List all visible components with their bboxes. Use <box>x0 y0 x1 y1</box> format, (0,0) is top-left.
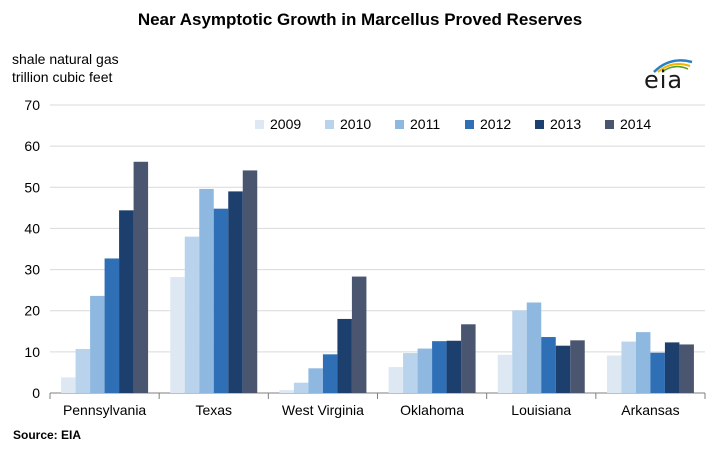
x-tick-label-oklahoma: Oklahoma <box>400 402 464 418</box>
legend-item-2013: 2013 <box>535 116 605 132</box>
bar-louisiana-2011 <box>526 302 542 393</box>
bar-arkansas-2014 <box>679 344 694 393</box>
y-tick-label-50: 50 <box>24 179 40 195</box>
bar-pennsylvania-2011 <box>90 295 105 393</box>
bar-pennsylvania-2013 <box>119 210 134 393</box>
legend-swatch-2012 <box>465 119 474 129</box>
bar-arkansas-2012 <box>650 352 665 393</box>
legend-item-2014: 2014 <box>605 116 675 132</box>
bar-louisiana-2014 <box>570 340 585 393</box>
bar-west-virginia-2009 <box>279 390 294 393</box>
legend-item-2012: 2012 <box>465 116 535 132</box>
bar-oklahoma-2014 <box>461 324 476 393</box>
source-note: Source: EIA <box>13 428 82 442</box>
legend-label-2009: 2009 <box>270 116 302 132</box>
y-tick-label-0: 0 <box>32 385 40 401</box>
y-tick-label-70: 70 <box>24 97 40 113</box>
legend-label-2010: 2010 <box>340 116 372 132</box>
bar-texas-2010 <box>184 236 200 393</box>
bar-louisiana-2009 <box>497 354 513 393</box>
bar-texas-2011 <box>199 188 214 393</box>
bar-pennsylvania-2012 <box>104 258 120 393</box>
y-tick-label-10: 10 <box>24 344 40 360</box>
y-tick-label-30: 30 <box>24 262 40 278</box>
bar-louisiana-2010 <box>512 310 527 393</box>
eia-logo-text: eia <box>644 66 684 94</box>
bar-arkansas-2010 <box>621 341 636 393</box>
legend-item-2010: 2010 <box>325 116 395 132</box>
legend-item-2009: 2009 <box>255 116 325 132</box>
legend-item-2011: 2011 <box>395 116 465 132</box>
bar-oklahoma-2013 <box>446 340 462 393</box>
bar-pennsylvania-2010 <box>75 348 91 393</box>
legend-swatch-2013 <box>535 119 544 129</box>
y-tick-label-60: 60 <box>24 138 40 154</box>
x-tick-label-west-virginia: West Virginia <box>282 402 364 418</box>
eia-logo: eia <box>640 54 696 94</box>
bar-west-virginia-2011 <box>308 368 323 393</box>
bar-west-virginia-2010 <box>293 382 309 393</box>
bar-texas-2014 <box>242 170 258 393</box>
eia-logo-arc-icon <box>653 59 693 73</box>
bar-texas-2012 <box>213 208 229 393</box>
bar-west-virginia-2012 <box>322 354 338 393</box>
bar-pennsylvania-2009 <box>61 377 76 393</box>
bar-louisiana-2012 <box>541 337 556 393</box>
legend-swatch-2011 <box>395 119 404 129</box>
bar-oklahoma-2011 <box>417 348 433 393</box>
bar-pennsylvania-2014 <box>133 161 149 393</box>
bar-oklahoma-2010 <box>403 353 418 393</box>
bar-west-virginia-2013 <box>337 318 352 393</box>
bar-arkansas-2011 <box>635 332 651 393</box>
chart-title: Near Asymptotic Growth in Marcellus Prov… <box>137 10 583 29</box>
y-axis-label: shale natural gas trillion cubic feet <box>12 50 119 86</box>
bar-oklahoma-2009 <box>388 367 404 393</box>
y-tick-label-40: 40 <box>24 220 40 236</box>
x-tick-label-arkansas: Arkansas <box>621 402 679 418</box>
bar-texas-2013 <box>228 191 243 393</box>
bar-west-virginia-2014 <box>351 276 367 393</box>
legend-swatch-2014 <box>605 119 614 129</box>
y-axis-label-line-1: shale natural gas <box>12 51 119 67</box>
y-axis-label-line-2: trillion cubic feet <box>12 69 113 85</box>
x-tick-label-pennsylvania: Pennsylvania <box>63 402 146 418</box>
x-tick-label-texas: Texas <box>195 402 232 418</box>
legend-label-2013: 2013 <box>550 116 582 132</box>
legend-label-2012: 2012 <box>480 116 512 132</box>
legend-swatch-2010 <box>325 119 334 129</box>
chart-legend: 2009 2010 2011 2012 2013 2014 <box>255 116 675 132</box>
legend-swatch-2009 <box>255 119 264 129</box>
bar-arkansas-2009 <box>606 355 622 393</box>
y-tick-label-20: 20 <box>24 303 40 319</box>
bar-texas-2009 <box>170 276 185 393</box>
x-tick-label-louisiana: Louisiana <box>511 402 571 418</box>
bar-oklahoma-2012 <box>432 341 447 393</box>
bar-louisiana-2013 <box>555 345 571 393</box>
legend-label-2014: 2014 <box>620 116 652 132</box>
bar-arkansas-2013 <box>664 342 680 393</box>
legend-label-2011: 2011 <box>410 116 441 132</box>
